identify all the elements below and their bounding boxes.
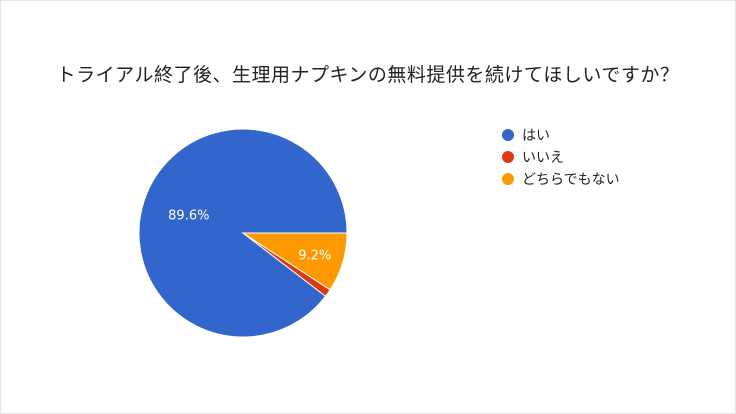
legend-item-yes: はい	[502, 124, 620, 146]
pie-labels: 89.6% 9.2%	[168, 209, 331, 264]
legend-label-yes: はい	[522, 128, 550, 144]
chart-title: トライアル終了後、生理用ナプキンの無料提供を続けてほしいですか？	[56, 64, 680, 86]
legend-label-no: いいえ	[522, 150, 564, 166]
slice-yes-label: 89.6%	[168, 209, 209, 224]
slice-neither-label: 9.2%	[298, 248, 331, 263]
slice-neither	[241, 232, 348, 291]
legend-marker-yes	[502, 129, 514, 141]
legend-item-neither: どちらでもない	[502, 168, 620, 190]
legend-marker-neither	[502, 173, 514, 185]
legend-label-neither: どちらでもない	[522, 172, 620, 188]
legend-item-no: いいえ	[502, 146, 620, 168]
pie-slices	[138, 128, 348, 338]
chart-legend: はい いいえ どちらでもない	[502, 124, 620, 190]
slice-yes	[138, 128, 348, 338]
legend-marker-no	[502, 151, 514, 163]
